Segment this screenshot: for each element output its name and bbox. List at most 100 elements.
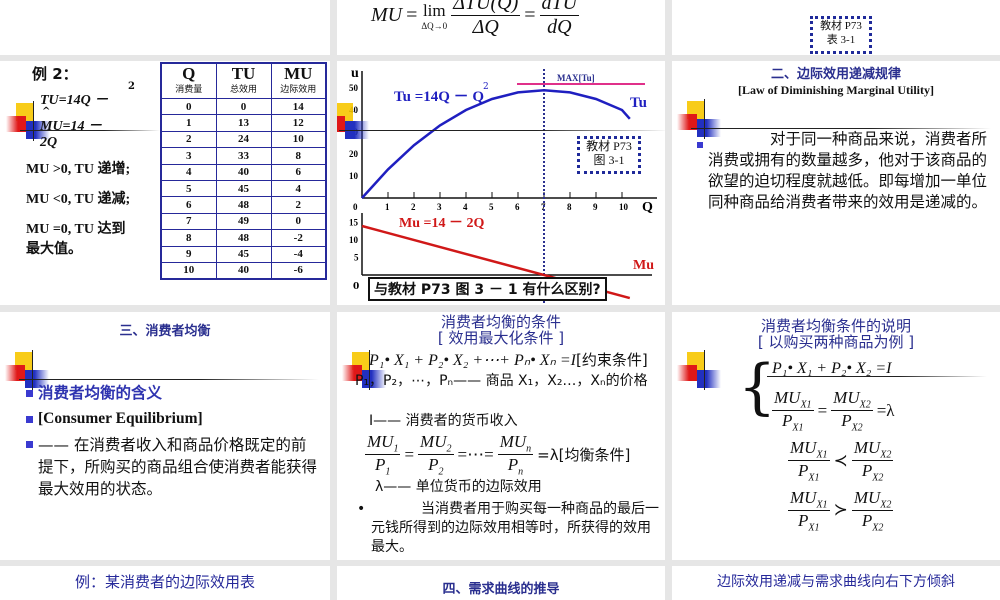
table-cell: 12: [270, 114, 327, 132]
table-cell: 6: [160, 196, 217, 214]
table-cell: 5: [160, 179, 217, 198]
den1: ΔQ: [472, 16, 499, 38]
slide-chart[interactable]: uQ0123456789101020304050510150MAX[Tu]Tu …: [337, 61, 665, 305]
slide-conditions[interactable]: 消费者均衡的条件[ 效用最大化条件 ] P₁• X₁ + P₂• X₂ +⋯+ …: [337, 312, 665, 560]
title2: [ 以购买两种商品为例 ]: [757, 333, 915, 351]
table-cell: 40: [215, 163, 272, 181]
ratio-n: MUn Pn: [497, 432, 534, 478]
mu-formula: MU = lim ΔQ→0 ΔTU(Q) ΔQ = dTU dQ: [371, 0, 580, 39]
table-row: 9 45 -4: [160, 245, 327, 263]
table-row: 10 40 -6: [160, 261, 327, 280]
x-tick-label: 4: [463, 202, 468, 212]
table-row: 1 13 12: [160, 114, 327, 132]
y-tick-label: 20: [349, 149, 359, 159]
question-box: 与教材 P73 图 3 － 1 有什么区别?: [368, 277, 607, 301]
table-row: 7 49 0: [160, 212, 327, 231]
table-cell: 10: [160, 261, 217, 280]
slide-demand-derivation[interactable]: 四、需求曲线的推导: [337, 566, 665, 600]
table-cell: 14: [270, 97, 327, 116]
mu-origin-label: 0: [353, 282, 359, 292]
x-tick-label: 0: [353, 202, 358, 212]
equilibrium-list: 消费者均衡的含义 [Consumer Equilibrium] —— 在消费者收…: [26, 382, 321, 500]
tu-mu-chart: uQ0123456789101020304050510150MAX[Tu]Tu …: [349, 66, 657, 305]
table-cell: 9: [160, 245, 217, 263]
y-tick-label: 40: [349, 105, 359, 115]
lim: lim: [422, 0, 446, 20]
num2: dTU: [539, 0, 580, 16]
mu-ratio-row: MUX1 PX1 ≻ MUX2 PX2: [788, 487, 897, 534]
header-sub: 边际效用: [280, 85, 317, 95]
bottom-right-title: 边际效用递减与需求曲线向右下方倾斜: [717, 574, 955, 590]
eq-tag: =λ[均衡条件]: [537, 446, 631, 465]
slide-explain[interactable]: 消费者均衡条件的说明[ 以购买两种商品为例 ] { P₁• X₁ + P₂• X…: [672, 312, 1000, 560]
slide-diminishing-demand[interactable]: 边际效用递减与需求曲线向右下方倾斜: [672, 566, 1000, 600]
mu-price-ratio: MUX2 PX2: [851, 487, 894, 534]
table-cell: 0: [160, 97, 217, 116]
table-cell: 33: [215, 147, 272, 165]
table-cell: -4: [270, 245, 327, 263]
ornament-icon: [6, 101, 160, 143]
x-axis-label: Q: [642, 200, 653, 215]
table-cell: 3: [160, 147, 217, 165]
slide-mu-table-example[interactable]: 例：某消费者的边际效用表: [0, 566, 330, 600]
brace-icon: {: [738, 352, 777, 422]
table-cell: -2: [270, 229, 327, 247]
mu-price-ratio: MUX1 PX1: [788, 487, 830, 534]
slide-example2[interactable]: 例 2： TU=14Q － 2 ^ MU=14 － 2Q MU >0, TU 递增…: [0, 61, 330, 305]
table-row: 4 40 6: [160, 163, 327, 181]
fig-ref1: 教材 P73: [586, 139, 632, 153]
bullet-meaning: 消费者均衡的含义: [26, 382, 321, 404]
ornament-icon: [677, 99, 991, 141]
slide-equilibrium[interactable]: 三、消费者均衡 消费者均衡的含义 [Consumer Equilibrium] …: [0, 312, 330, 560]
limit: lim ΔQ→0: [421, 1, 447, 31]
lambda-def: λ—— 单位货币的边际效用: [375, 479, 542, 495]
comparison-sign: ≻: [833, 500, 848, 520]
example-title: 例 2：: [32, 65, 78, 83]
y-tick-label: 10: [349, 171, 359, 181]
mu-equation: MU=14 － 2Q: [40, 119, 102, 151]
table-cell: 49: [215, 212, 272, 231]
mu-price-ratio: MUX1 PX1: [772, 388, 814, 434]
ornament-icon: [337, 103, 665, 143]
table-cell: 0: [270, 212, 327, 231]
rule1: MU >0, TU 递增;: [26, 162, 131, 177]
rule3: MU =0, TU 达到: [26, 222, 126, 237]
slide-law[interactable]: 二、边际效用递减规律 [Law of Diminishing Marginal …: [672, 61, 1000, 305]
table-row: 2 24 10: [160, 130, 327, 149]
header-label: TU: [231, 64, 256, 83]
header-sub: 消费量: [175, 85, 203, 95]
tu-sup: 2: [128, 81, 135, 92]
equals-ellipsis: =⋯=: [457, 444, 494, 464]
figure-ref-box: 教材 P73 图 3-1: [577, 136, 641, 174]
table-cell: 40: [215, 261, 272, 280]
header-label: Q: [182, 64, 196, 83]
rule3b: 最大值。: [26, 242, 82, 257]
table-cell: 13: [215, 114, 272, 132]
num1: ΔTU(Q): [451, 0, 521, 16]
x-tick-label: 6: [515, 202, 520, 212]
income-def: I—— 消费者的货币收入: [369, 413, 518, 429]
bullet-icon: [26, 415, 33, 423]
table-row: 3 33 8: [160, 147, 327, 165]
ornament-icon: [5, 350, 319, 392]
table-cell: 7: [160, 212, 217, 231]
table-cell: 45: [215, 179, 272, 198]
mu-price-ratio: MUX1 PX1: [788, 437, 830, 484]
table-row: 8 48 -2: [160, 229, 327, 247]
table-cell: 4: [270, 179, 327, 198]
mu-tick-label: 10: [349, 235, 359, 245]
explain-title: 消费者均衡条件的说明[ 以购买两种商品为例 ]: [672, 318, 1000, 350]
tu-curve: [361, 88, 631, 199]
title1: 消费者均衡的条件: [440, 313, 561, 331]
slide-table-ref[interactable]: 教材 P73 表 3-1: [672, 0, 1000, 55]
slide-blank[interactable]: [0, 0, 330, 55]
slide-mu-formula[interactable]: MU = lim ΔQ→0 ΔTU(Q) ΔQ = dTU dQ: [337, 0, 665, 55]
mu-eq2: 2Q: [40, 135, 58, 150]
table-cell: 48: [215, 196, 272, 214]
condition-note: 当消费者用于购买每一种商品的最后一元钱所得到的边际效用相等时，所获得的效用最大。: [371, 501, 659, 555]
table-cell: 45: [215, 245, 272, 263]
table-row: 6 48 2: [160, 196, 327, 214]
den2: dQ: [547, 16, 572, 38]
b3: —— 在消费者收入和商品价格既定的前提下，所购买的商品组合使消费者能获得最大效用…: [38, 436, 318, 498]
bullet-definition: —— 在消费者收入和商品价格既定的前提下，所购买的商品组合使消费者能获得最大效用…: [26, 434, 321, 500]
